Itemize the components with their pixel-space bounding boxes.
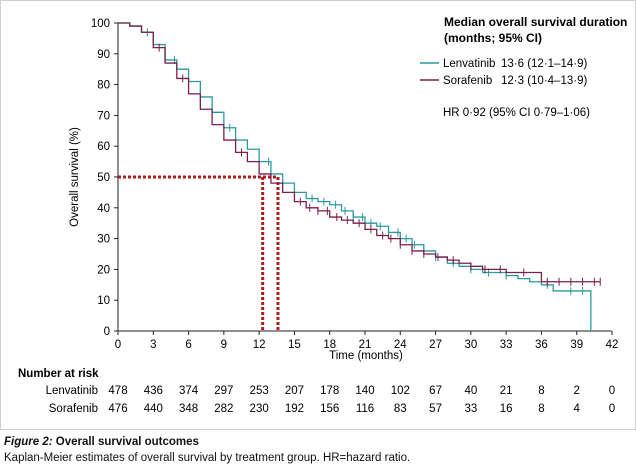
- legend-label-sorafenib: Sorafenib: [443, 75, 492, 87]
- risk-value-lenvatinib: 0: [609, 385, 615, 397]
- x-tick-label: 27: [429, 339, 442, 351]
- legend-median-sorafenib: 12·3 (10·4–13·9): [501, 75, 587, 87]
- caption-description: Kaplan-Meier estimates of overall surviv…: [4, 452, 411, 464]
- risk-value-lenvatinib: 297: [214, 385, 233, 397]
- legend-title-line1: Median overall survival duration: [444, 15, 627, 29]
- risk-value-sorafenib: 33: [464, 403, 477, 415]
- risk-value-sorafenib: 0: [609, 403, 615, 415]
- risk-value-lenvatinib: 67: [429, 385, 442, 397]
- x-tick-label: 3: [150, 339, 156, 351]
- y-tick-label: 40: [97, 203, 110, 215]
- risk-value-sorafenib: 57: [429, 403, 442, 415]
- risk-value-lenvatinib: 478: [108, 385, 127, 397]
- x-tick-label: 39: [570, 339, 583, 351]
- survival-curve-sorafenib: [118, 22, 601, 283]
- x-tick-label: 42: [606, 339, 619, 351]
- y-tick-label: 80: [97, 80, 110, 92]
- y-tick-label: 60: [97, 141, 110, 153]
- risk-value-sorafenib: 4: [574, 403, 581, 415]
- y-tick-label: 100: [91, 18, 110, 30]
- x-tick-label: 33: [500, 339, 513, 351]
- x-tick-label: 24: [394, 339, 407, 351]
- y-tick-label: 20: [97, 264, 110, 276]
- risk-value-lenvatinib: 40: [464, 385, 477, 397]
- hazard-ratio-text: HR 0·92 (95% CI 0·79–1·06): [443, 107, 590, 119]
- risk-value-sorafenib: 192: [285, 403, 304, 415]
- y-tick-label: 70: [97, 110, 110, 122]
- risk-value-sorafenib: 230: [250, 403, 269, 415]
- risk-value-sorafenib: 116: [356, 403, 374, 415]
- risk-value-sorafenib: 282: [214, 403, 233, 415]
- legend-median-lenvatinib: 13·6 (12·1–14·9): [501, 58, 587, 70]
- y-tick-label: 90: [97, 49, 110, 61]
- risk-value-sorafenib: 83: [394, 403, 407, 415]
- risk-value-lenvatinib: 102: [391, 385, 410, 397]
- risk-table-heading: Number at risk: [18, 368, 99, 380]
- x-tick-label: 30: [464, 339, 477, 351]
- x-tick-label: 6: [185, 339, 191, 351]
- risk-value-lenvatinib: 436: [144, 385, 163, 397]
- x-tick-label: 36: [535, 339, 548, 351]
- y-tick-label: 30: [97, 234, 110, 246]
- risk-value-sorafenib: 16: [500, 403, 513, 415]
- risk-value-sorafenib: 476: [108, 403, 127, 415]
- y-axis-label: Overall survival (%): [69, 127, 81, 227]
- x-tick-label: 21: [359, 339, 372, 351]
- risk-row-label-sorafenib: Sorafenib: [49, 403, 98, 415]
- risk-value-lenvatinib: 374: [179, 385, 199, 397]
- caption-label: Figure 2:: [4, 436, 53, 448]
- risk-value-lenvatinib: 253: [250, 385, 269, 397]
- legend-title-line2: (months; 95% CI): [444, 31, 542, 45]
- figure-caption: Figure 2: Overall survival outcomes Kapl…: [4, 434, 632, 466]
- risk-value-lenvatinib: 207: [285, 385, 304, 397]
- risk-value-lenvatinib: 140: [355, 385, 374, 397]
- risk-value-lenvatinib: 8: [538, 385, 544, 397]
- risk-value-sorafenib: 348: [179, 403, 198, 415]
- risk-row-label-lenvatinib: Lenvatinib: [46, 385, 98, 397]
- risk-value-lenvatinib: 178: [320, 385, 339, 397]
- y-tick-label: 50: [97, 172, 110, 184]
- x-tick-label: 18: [323, 339, 336, 351]
- risk-value-lenvatinib: 2: [574, 385, 580, 397]
- y-tick-label: 10: [97, 295, 110, 307]
- x-tick-label: 0: [115, 339, 121, 351]
- legend-label-lenvatinib: Lenvatinib: [443, 58, 495, 70]
- x-axis-label: Time (months): [329, 350, 403, 362]
- y-tick-label: 0: [104, 326, 110, 338]
- x-tick-label: 12: [253, 339, 266, 351]
- x-tick-label: 15: [288, 339, 301, 351]
- risk-value-lenvatinib: 21: [500, 385, 513, 397]
- risk-value-sorafenib: 440: [144, 403, 163, 415]
- x-tick-label: 9: [221, 339, 227, 351]
- risk-value-sorafenib: 8: [538, 403, 544, 415]
- caption-title: Overall survival outcomes: [52, 436, 199, 448]
- risk-value-sorafenib: 156: [320, 403, 339, 415]
